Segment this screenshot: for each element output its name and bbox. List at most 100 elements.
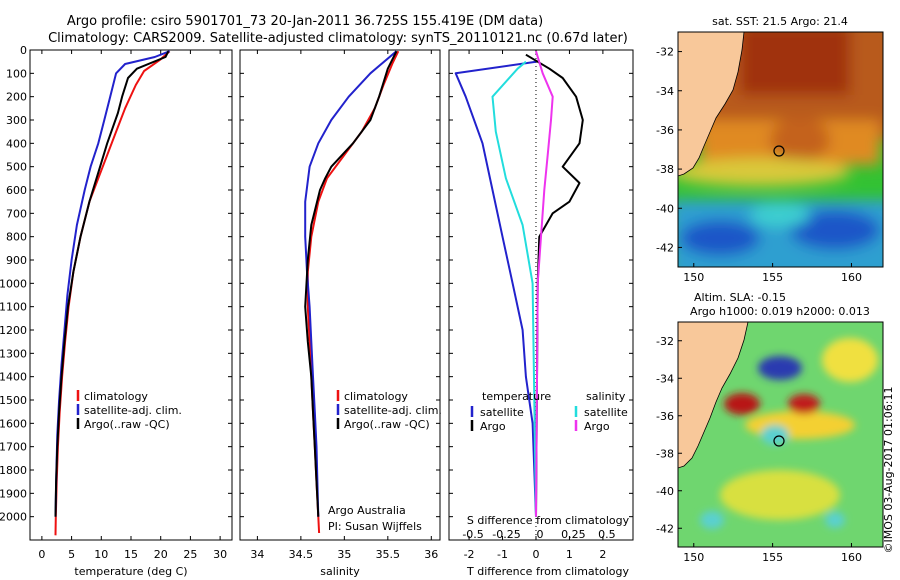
map-y-tick-label: -42 (656, 241, 674, 254)
sla-map-title-line1: Altim. SLA: -0.15 (694, 291, 786, 304)
x-tick-label: -2 (464, 548, 475, 561)
map-y-tick-label: -40 (656, 485, 674, 498)
difference-xlabel: T difference from climatology (466, 565, 629, 578)
sla-map-ticks: 150 155 160 -32 -34 -36 -38 -40 -42 (656, 335, 862, 564)
map-x-tick-label: 155 (762, 551, 783, 564)
temperature-ticks: 0100200300400500600700800900100011001200… (0, 44, 232, 561)
sst-map-ticks: 150 155 160 -32 -34 -36 -38 -40 -42 (656, 46, 862, 284)
sla-cyan-se (825, 512, 845, 528)
sla-map-title-line2: Argo h1000: 0.019 h2000: 0.013 (690, 305, 870, 318)
y-tick-label: 1100 (0, 301, 27, 314)
sst-eddy-warm (770, 118, 830, 162)
map-x-tick-label: 150 (683, 271, 704, 284)
series-line-salinity-argo (535, 50, 554, 517)
sst-field (678, 32, 883, 267)
difference-legend: temperaturesatelliteArgosalinitysatellit… (470, 390, 628, 433)
y-tick-label: 2000 (0, 511, 27, 524)
y-tick-label: 200 (6, 91, 27, 104)
difference-s-label: S difference from climatology (467, 514, 630, 527)
salinity-series (304, 50, 400, 534)
x-tick-label: 0 (38, 548, 45, 561)
sst-argo-marker (773, 145, 785, 157)
legend-label: Argo (480, 420, 506, 433)
temperature-panel: 0100200300400500600700800900100011001200… (0, 44, 233, 578)
sla-field (700, 338, 878, 529)
map-x-tick-label: 150 (683, 551, 704, 564)
y-tick-label: 1400 (0, 371, 27, 384)
y-tick-label: 1600 (0, 417, 27, 430)
x-tick-label: 10 (94, 548, 108, 561)
sst-hot-core (740, 32, 850, 95)
legend-label: Argo(..raw -QC) (344, 418, 430, 431)
sst-blue-core-west (680, 220, 760, 256)
difference-panel: -2 -1 0 1 2 -0.5 -0.25 0 0.25 0.5 S difference fr… (448, 49, 634, 578)
series-line-temperature-argo (525, 53, 584, 517)
sst-blue-core-east (790, 210, 880, 250)
sla-cyan-south (700, 511, 724, 529)
legend-label: climatology (344, 390, 408, 403)
sst-land (678, 32, 745, 177)
s-tick-label: 0.5 (598, 528, 616, 541)
legend-label: satellite-adj. clim. (84, 404, 182, 417)
map-y-tick-label: -34 (656, 85, 674, 98)
y-tick-label: 900 (6, 254, 27, 267)
sla-cyan-center (761, 425, 789, 445)
y-tick-label: 1700 (0, 441, 27, 454)
salinity-ticks: 34 34.5 35 35.5 36 (240, 49, 440, 561)
map-y-tick-label: -42 (656, 522, 674, 535)
x-tick-label: 36 (424, 548, 438, 561)
sla-land (678, 322, 749, 469)
x-tick-label: 35 (337, 548, 351, 561)
y-tick-label: 500 (6, 161, 27, 174)
map-x-tick-label: 155 (762, 271, 783, 284)
x-tick-label: 34.5 (289, 548, 314, 561)
y-tick-label: 1800 (0, 464, 27, 477)
map-x-tick-label: 160 (841, 551, 862, 564)
y-tick-label: 700 (6, 207, 27, 220)
x-tick-label: 30 (213, 548, 227, 561)
legend-label: Argo (584, 420, 610, 433)
sst-map-title: sat. SST: 21.5 Argo: 21.4 (712, 15, 848, 28)
y-tick-label: 1000 (0, 277, 27, 290)
y-tick-label: 400 (6, 137, 27, 150)
legend-label: Argo(..raw -QC) (84, 418, 170, 431)
series-line-salinity-satellite (491, 60, 537, 517)
map-y-tick-label: -36 (656, 410, 674, 423)
map-y-tick-label: -38 (656, 163, 674, 176)
sst-yellow-band (678, 158, 850, 186)
temperature-xlabel: temperature (deg C) (74, 565, 187, 578)
temperature-series (54, 50, 171, 536)
s-tick-label: 0 (536, 528, 543, 541)
x-tick-label: -1 (497, 548, 508, 561)
x-tick-label: 2 (599, 548, 606, 561)
map-x-tick-label: 160 (841, 271, 862, 284)
sst-map-panel: sat. SST: 21.5 Argo: 21.4 150 155 160 -32 -3… (656, 15, 884, 284)
series-line-temperature-satellite (454, 60, 537, 517)
sla-yellow-east (822, 338, 878, 382)
s-tick-label: 0.25 (561, 528, 586, 541)
y-tick-label: 800 (6, 231, 27, 244)
x-tick-label: 0 (532, 548, 539, 561)
difference-axes (448, 49, 634, 541)
pi-label: PI: Susan Wijffels (328, 520, 422, 533)
legend-heading: temperature (482, 390, 551, 403)
x-tick-label: 35.5 (376, 548, 401, 561)
sla-map-frame (677, 321, 884, 548)
figure-title-line1: Argo profile: csiro 5901701_73 20-Jan-20… (67, 14, 543, 29)
x-tick-label: 25 (183, 548, 197, 561)
x-tick-label: 15 (124, 548, 138, 561)
s-tick-label: -0.5 (462, 528, 483, 541)
legend-label: climatology (84, 390, 148, 403)
sla-yellow-south (720, 470, 840, 520)
y-tick-label: 100 (6, 67, 27, 80)
y-tick-label: 0 (20, 44, 27, 57)
x-tick-label: 1 (566, 548, 573, 561)
map-y-tick-label: -34 (656, 372, 674, 385)
legend-heading: salinity (586, 390, 626, 403)
map-y-tick-label: -40 (656, 202, 674, 215)
salinity-axes (239, 49, 441, 541)
x-tick-label: 20 (154, 548, 168, 561)
argo-australia-label: Argo Australia (328, 504, 406, 517)
x-tick-label: 5 (68, 548, 75, 561)
